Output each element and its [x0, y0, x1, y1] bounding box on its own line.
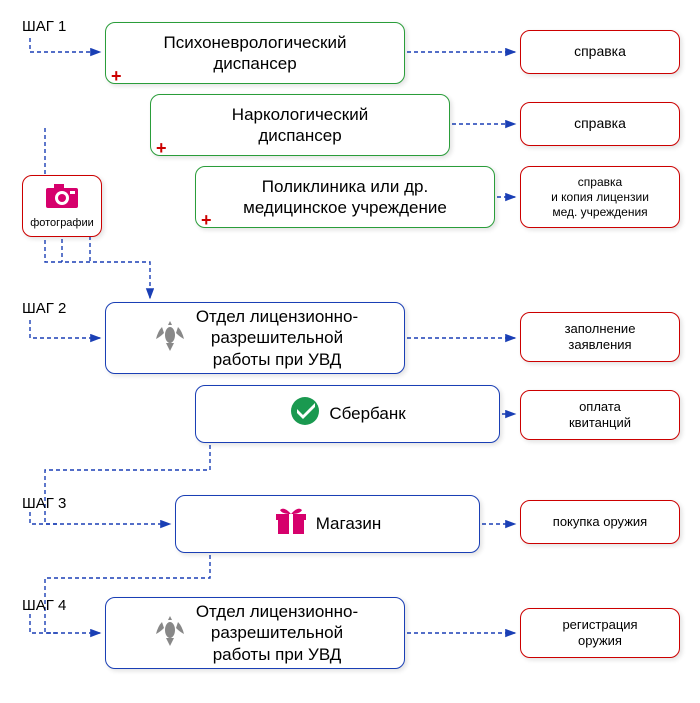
main-box-m6: Магазин	[175, 495, 480, 553]
result-box-text: справка	[574, 115, 626, 133]
main-box-text: Магазин	[316, 513, 382, 534]
main-box-m1: Психоневрологический диспансер	[105, 22, 405, 84]
result-box-r1: справка	[520, 30, 680, 74]
gift-icon	[274, 504, 308, 543]
plus-marker: +	[156, 138, 167, 159]
photo-box: фотографии	[22, 175, 102, 237]
result-box-text: покупка оружия	[553, 514, 647, 530]
main-box-text: Психоневрологический диспансер	[164, 32, 347, 75]
step-label-4: ШАГ 4	[22, 597, 66, 614]
main-box-m2: Наркологический диспансер	[150, 94, 450, 156]
result-box-r6: покупка оружия	[520, 500, 680, 544]
step-label-3: ШАГ 3	[22, 495, 66, 512]
eagle-icon	[152, 612, 188, 653]
plus-marker: +	[201, 210, 212, 231]
plus-marker: +	[111, 66, 122, 87]
result-box-r7: регистрация оружия	[520, 608, 680, 658]
main-box-text: Сбербанк	[329, 403, 405, 424]
result-box-r5: оплата квитанций	[520, 390, 680, 440]
main-box-text: Отдел лицензионно- разрешительной работы…	[196, 601, 358, 665]
main-box-m5: Сбербанк	[195, 385, 500, 443]
result-box-text: справка и копия лицензии мед. учреждения	[551, 175, 649, 220]
result-box-r2: справка	[520, 102, 680, 146]
result-box-text: справка	[574, 43, 626, 61]
main-box-m7: Отдел лицензионно- разрешительной работы…	[105, 597, 405, 669]
main-box-text: Наркологический диспансер	[232, 104, 368, 147]
result-box-r3: справка и копия лицензии мед. учреждения	[520, 166, 680, 228]
main-box-text: Отдел лицензионно- разрешительной работы…	[196, 306, 358, 370]
result-box-text: заполнение заявления	[565, 321, 636, 354]
camera-icon	[44, 182, 80, 215]
step-label-1: ШАГ 1	[22, 18, 66, 35]
main-box-text: Поликлиника или др. медицинское учрежден…	[243, 176, 447, 219]
result-box-r4: заполнение заявления	[520, 312, 680, 362]
main-box-m3: Поликлиника или др. медицинское учрежден…	[195, 166, 495, 228]
main-box-m4: Отдел лицензионно- разрешительной работы…	[105, 302, 405, 374]
photo-label: фотографии	[30, 217, 94, 231]
eagle-icon	[152, 317, 188, 358]
result-box-text: оплата квитанций	[569, 399, 631, 432]
sber-icon	[289, 395, 321, 432]
step-label-2: ШАГ 2	[22, 300, 66, 317]
result-box-text: регистрация оружия	[562, 617, 637, 650]
